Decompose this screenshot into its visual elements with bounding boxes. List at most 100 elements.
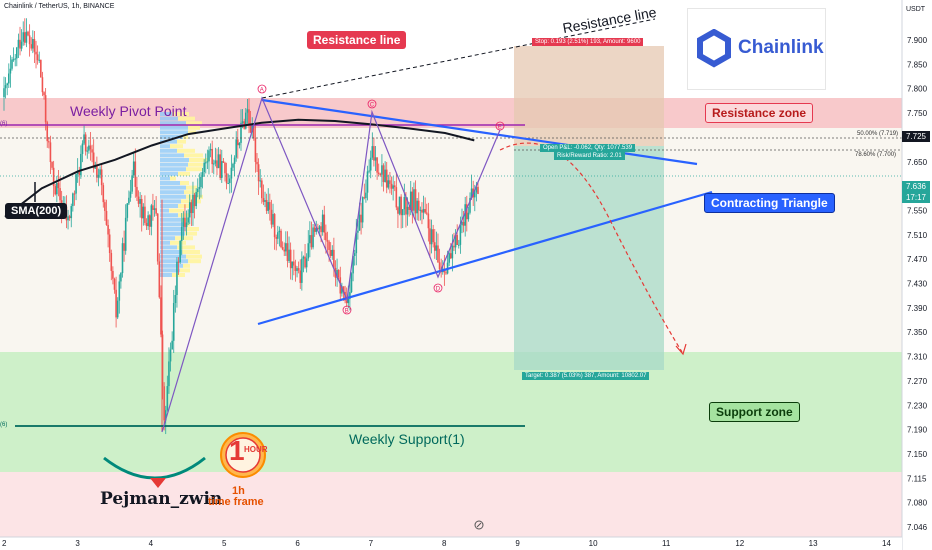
candle-body <box>313 227 316 232</box>
candle-body <box>17 39 20 48</box>
volume-profile-bar <box>186 254 202 259</box>
candle-body <box>296 268 298 271</box>
candle-body <box>177 261 180 263</box>
candle-body <box>12 59 15 61</box>
candle-body <box>333 249 335 268</box>
candle-body <box>454 235 457 248</box>
candle-body <box>171 340 173 350</box>
time-tick-label: 13 <box>809 539 818 548</box>
candle-body <box>449 253 452 259</box>
candle-body <box>172 302 175 341</box>
time-tick-label: 11 <box>662 539 671 548</box>
candle-body <box>398 196 401 214</box>
candle-body <box>14 58 17 60</box>
candle-body <box>387 180 390 188</box>
volume-profile-bar <box>160 153 184 158</box>
resistance-dashed-line <box>261 18 656 99</box>
candle-body <box>427 213 430 229</box>
candle-body <box>337 269 340 278</box>
symbol-title[interactable]: Chainlink / TetherUS, 1h, BINANCE <box>4 3 115 10</box>
candle-body <box>245 112 247 129</box>
candle-body <box>477 186 479 194</box>
candle-body <box>350 273 353 293</box>
triangle-lower-line <box>257 190 713 326</box>
settings-icon[interactable] <box>474 520 484 530</box>
candle-body <box>249 124 252 133</box>
candle-body <box>336 269 338 278</box>
volume-profile-bar <box>160 167 186 172</box>
candle-body <box>369 157 372 171</box>
candle-body <box>465 204 468 220</box>
candle-body <box>241 121 244 123</box>
chainlink-logo: Chainlink <box>687 8 826 90</box>
candle-body <box>236 139 239 146</box>
candle-body <box>289 249 292 269</box>
volume-profile-bar <box>160 254 186 259</box>
candle-body <box>390 183 393 189</box>
volume-profile-bar <box>160 227 186 231</box>
candle-body <box>68 216 71 219</box>
candle-body <box>97 174 100 178</box>
volume-profile-bar <box>160 199 181 204</box>
contracting-triangle-label: Contracting Triangle <box>704 193 835 213</box>
sma-label: SMA(200) <box>5 203 68 219</box>
candle-body <box>297 268 300 271</box>
candle-body <box>416 200 418 214</box>
candle-body <box>224 162 226 174</box>
volume-profile-bar <box>185 231 197 236</box>
candle-body <box>475 186 478 193</box>
candle-body <box>281 247 284 250</box>
time-tick-label: 6 <box>295 539 300 548</box>
candle-body <box>227 183 229 185</box>
candle-body <box>421 209 423 213</box>
candle-body <box>126 203 129 218</box>
hour-badge-digit: 1 <box>229 435 245 466</box>
candle-body <box>41 77 44 93</box>
candle-body <box>196 188 199 193</box>
candle-body <box>80 153 82 176</box>
candle-body <box>275 237 278 239</box>
price-tick-label: 7.310 <box>907 353 928 362</box>
candle-body <box>288 249 290 261</box>
candle-body <box>353 253 356 256</box>
candle-body <box>358 214 361 231</box>
candle-body <box>373 146 375 161</box>
volume-profile-bar <box>160 204 178 208</box>
position-target-label: Target: 0.387 (5.03%) 387, Amount: 10802… <box>522 372 650 380</box>
candle-body <box>294 265 297 271</box>
volume-profile-bar <box>160 121 186 126</box>
candle-body <box>9 68 12 74</box>
author-smile-hook-icon <box>150 478 166 488</box>
candle-body <box>113 278 116 290</box>
candle-body <box>38 59 41 61</box>
candle-body <box>422 209 425 213</box>
candle-body <box>147 215 149 227</box>
candle-body <box>164 410 167 421</box>
candle-body <box>262 198 265 202</box>
candle-body <box>145 222 148 227</box>
candle-body <box>272 214 274 225</box>
candle-body <box>180 226 183 241</box>
candle-body <box>28 35 31 45</box>
candle-body <box>277 232 279 239</box>
candle-body <box>203 162 205 173</box>
volume-profile-bar <box>186 185 197 190</box>
volume-profile-bar <box>183 263 190 268</box>
candle-body <box>179 240 181 263</box>
weekly-support-label: Weekly Support(1) <box>349 431 465 447</box>
volume-profile-bar <box>160 148 177 153</box>
candle-body <box>240 122 242 143</box>
wave-circle <box>367 99 377 109</box>
candle-body <box>156 213 159 262</box>
candle-body <box>81 143 84 154</box>
candle-body <box>305 258 308 268</box>
volume-profile-bar <box>160 158 189 162</box>
price-axis <box>902 0 932 550</box>
wave-circle <box>342 305 352 315</box>
candle-body <box>56 182 58 195</box>
candle-body <box>89 145 92 150</box>
candle-body <box>176 261 178 296</box>
volume-profile-bar <box>177 148 195 153</box>
candle-body <box>368 170 370 172</box>
